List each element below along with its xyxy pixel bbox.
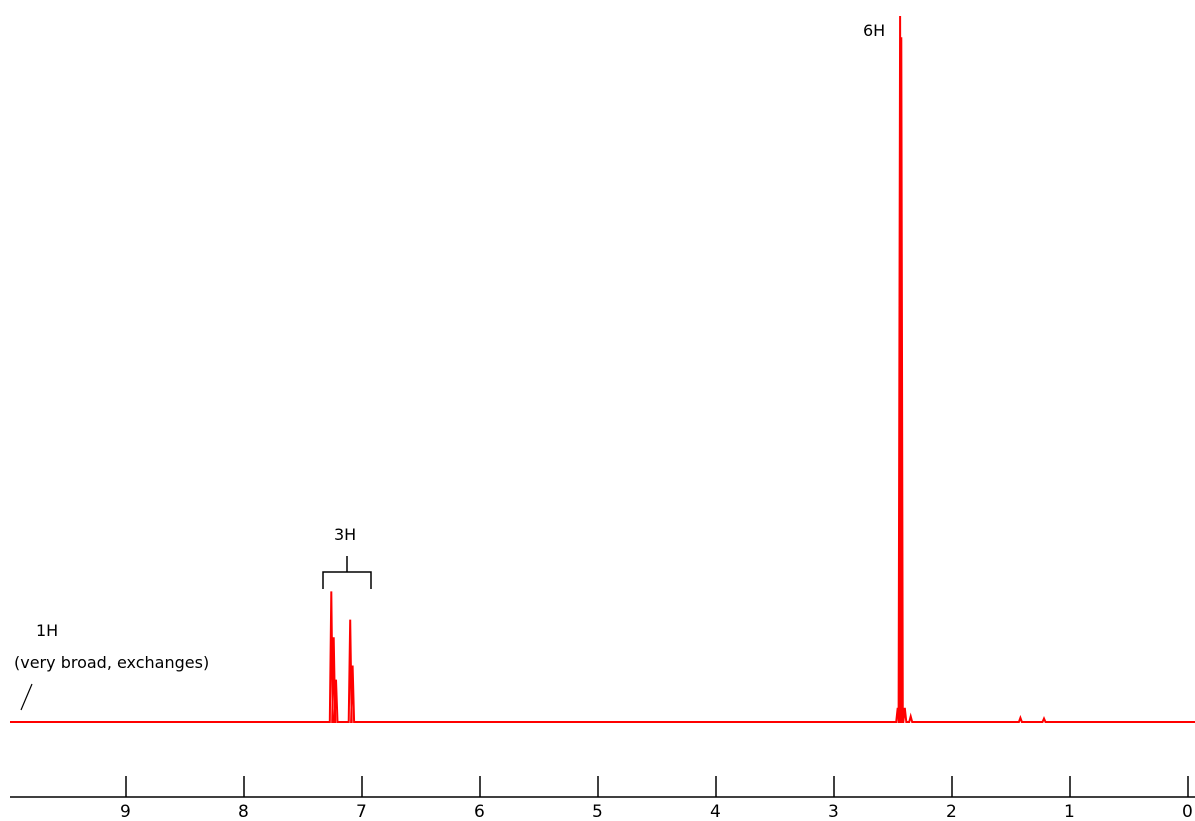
annotation-3h-label: 3H: [334, 525, 356, 544]
spectrum-trace: [10, 15, 1195, 723]
annotation-6h: 6H: [863, 21, 885, 40]
annotation-1h-pointer: [20, 683, 33, 711]
x-tick-label: 5: [592, 802, 603, 821]
x-tick-label: 4: [710, 802, 721, 821]
annotation-1h-label: 1H: [36, 621, 58, 640]
annotation-1h: 1H (very broad, exchanges): [14, 621, 209, 711]
x-tick-label: 7: [356, 802, 367, 821]
x-axis-ticks: 9 8 7 6 5 4 3 2 1 0: [120, 776, 1193, 821]
annotation-3h-bracket: [322, 556, 372, 589]
x-tick-label: 2: [946, 802, 957, 821]
annotation-6h-label: 6H: [863, 21, 885, 40]
x-tick-label: 1: [1064, 802, 1075, 821]
x-tick-label: 6: [474, 802, 485, 821]
x-tick-label: 8: [238, 802, 249, 821]
x-tick-label: 3: [828, 802, 839, 821]
annotation-1h-note: (very broad, exchanges): [14, 653, 209, 672]
x-tick-label: 0: [1182, 802, 1193, 821]
annotation-3h: 3H: [322, 525, 372, 589]
x-tick-label: 9: [120, 802, 131, 821]
